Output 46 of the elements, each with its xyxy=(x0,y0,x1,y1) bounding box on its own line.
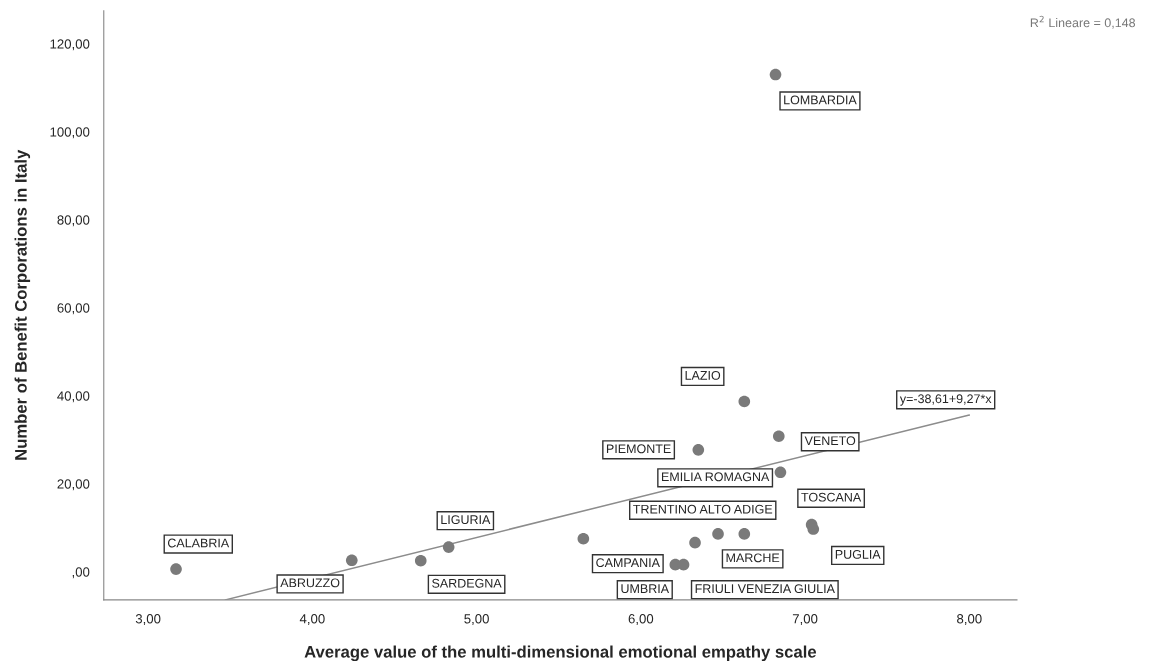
point xyxy=(577,532,590,545)
point xyxy=(692,444,705,456)
point xyxy=(414,554,427,567)
point xyxy=(345,554,358,567)
y-axis-title: Number of Benefit Corporations in Italy xyxy=(14,149,31,460)
annotation: LAZIO xyxy=(685,370,721,380)
annotation: TOSCANA xyxy=(801,492,862,502)
annotation: LOMBARDIA xyxy=(784,95,857,105)
annotation: PIEMONTE xyxy=(606,444,671,454)
point xyxy=(442,541,455,553)
point xyxy=(738,395,751,408)
y-tick-label: 40,00 xyxy=(57,391,90,403)
x-tick-label: 5,00 xyxy=(464,614,489,626)
annotation: VENETO xyxy=(804,436,856,446)
point xyxy=(772,430,785,443)
y-tick-label: 80,00 xyxy=(57,215,90,227)
x-tick-label: 8,00 xyxy=(957,614,982,626)
text: R$^{2}$ Lineare = 0,148 xyxy=(1030,15,1136,29)
y-tick-label: 60,00 xyxy=(57,303,90,315)
point xyxy=(689,536,701,549)
annotation: MARCHE xyxy=(726,553,780,563)
point xyxy=(769,68,782,81)
annotation: UMBRIA xyxy=(621,584,670,594)
annotation: SARDEGNA xyxy=(432,578,502,588)
x-tick-label: 4,00 xyxy=(299,614,325,626)
annotation: TRENTINO ALTO ADIGE xyxy=(633,504,773,514)
y-tick-label: 120,00 xyxy=(50,39,90,51)
point xyxy=(712,528,724,540)
x-axis-title: Average value of the multi-dimensional emotional empathy scale xyxy=(304,645,817,662)
annotation: FRIULI VENEZIA GIULIA xyxy=(695,584,835,594)
annotation: CAMPANIA xyxy=(596,558,660,568)
annotation: EMILIA ROMAGNA xyxy=(662,472,770,482)
x-tick-label: 7,00 xyxy=(792,614,818,626)
x-tick-label: 3,00 xyxy=(135,614,161,626)
annotation: ABRUZZO xyxy=(280,578,340,588)
annotation: LIGURIA xyxy=(441,515,491,525)
x-tick-label: 6,00 xyxy=(628,614,654,626)
point xyxy=(774,466,787,479)
annotation: CALABRIA xyxy=(167,538,230,548)
y-tick-label: 100,00 xyxy=(50,127,90,139)
annotation: y=-38,61+9,27*x xyxy=(899,394,992,406)
annotation: PUGLIA xyxy=(835,549,881,559)
y-tick-label: ,00 xyxy=(72,567,90,579)
point xyxy=(738,528,751,540)
y-tick-label: 20,00 xyxy=(57,479,90,491)
point xyxy=(170,563,182,575)
